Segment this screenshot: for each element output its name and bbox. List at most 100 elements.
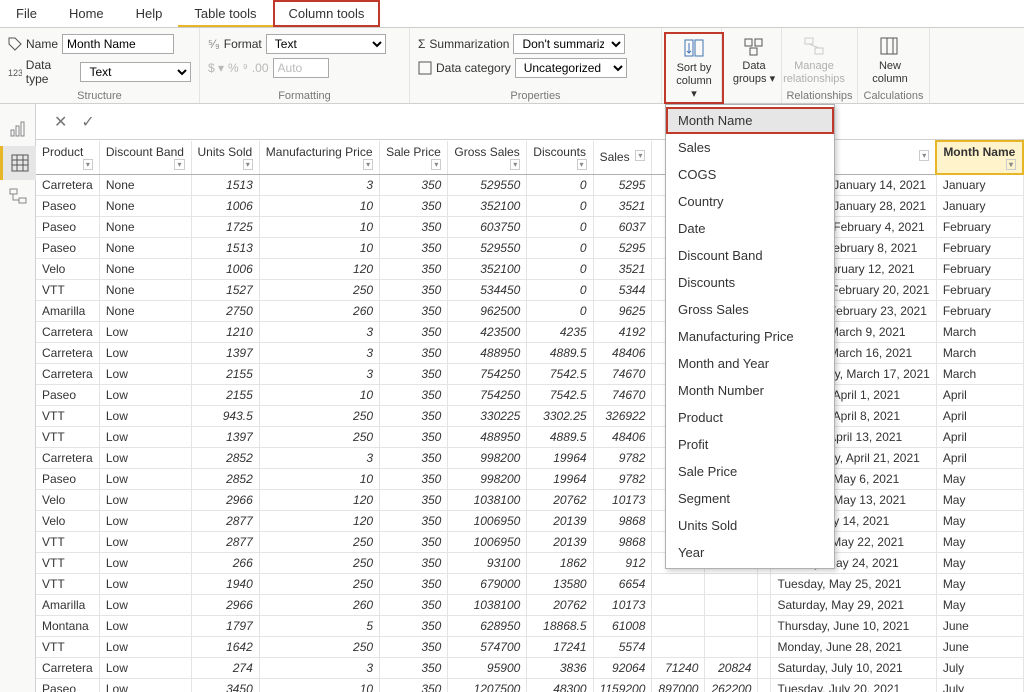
- sort-option-month-name[interactable]: Month Name: [666, 107, 834, 134]
- datatype-select[interactable]: Text: [80, 62, 191, 82]
- sum-label: Summarization: [429, 37, 509, 51]
- col-header[interactable]: Manufacturing Price▾: [259, 141, 379, 174]
- table-row[interactable]: AmarillaLow296626035010381002076210173Sa…: [36, 595, 1023, 616]
- table-row[interactable]: VTTLow266250350931001862912Monday, May 2…: [36, 553, 1023, 574]
- sort-option-date[interactable]: Date: [666, 215, 834, 242]
- table-row[interactable]: VTTLow28772503501006950201399868Saturday…: [36, 532, 1023, 553]
- cell: Low: [99, 658, 191, 679]
- col-header[interactable]: Discount Band▾: [99, 141, 191, 174]
- sort-option-gross-sales[interactable]: Gross Sales: [666, 296, 834, 323]
- cat-label: Data category: [436, 61, 511, 75]
- table-row[interactable]: VTTLow1642250350574700172415574Monday, J…: [36, 637, 1023, 658]
- comma-btn[interactable]: ⁹: [243, 61, 248, 75]
- sort-option-cogs[interactable]: COGS: [666, 161, 834, 188]
- sort-option-product[interactable]: Product: [666, 404, 834, 431]
- tab-column-tools[interactable]: Column tools: [273, 0, 381, 27]
- tab-file[interactable]: File: [0, 0, 53, 27]
- cell: 10: [259, 238, 379, 259]
- cell: Saturday, May 29, 2021: [771, 595, 936, 616]
- col-header[interactable]: Units Sold▾: [191, 141, 259, 174]
- cell: 9782: [593, 448, 652, 469]
- cell: 3: [259, 448, 379, 469]
- table-row[interactable]: AmarillaNone275026035096250009625Tuesday…: [36, 301, 1023, 322]
- cat-select[interactable]: Uncategorized: [515, 58, 627, 78]
- table-row[interactable]: PaseoLow285210350998200199649782Thursday…: [36, 469, 1023, 490]
- percent-btn[interactable]: %: [228, 61, 239, 75]
- table-row[interactable]: VTTLow13972503504889504889.548406Tuesday…: [36, 427, 1023, 448]
- table-row[interactable]: CarreteraLow2743350959003836920647124020…: [36, 658, 1023, 679]
- col-header[interactable]: Product▾: [36, 141, 99, 174]
- cancel-icon[interactable]: ✕: [54, 112, 67, 132]
- col-header[interactable]: Month Name▾: [936, 141, 1023, 174]
- cell: 74670: [593, 385, 652, 406]
- table-row[interactable]: VeloLow296612035010381002076210173Thursd…: [36, 490, 1023, 511]
- format-select[interactable]: Text: [266, 34, 386, 54]
- new-column-button[interactable]: Newcolumn: [860, 32, 920, 86]
- col-header[interactable]: Gross Sales▾: [448, 141, 527, 174]
- cell: February: [936, 259, 1023, 280]
- table-row[interactable]: MontanaLow1797535062895018868.561008Thur…: [36, 616, 1023, 637]
- sum-select[interactable]: Don't summarize: [513, 34, 625, 54]
- sort-option-month-number[interactable]: Month Number: [666, 377, 834, 404]
- model-view-icon[interactable]: [0, 180, 36, 214]
- cell: 17241: [527, 637, 593, 658]
- cell: [758, 595, 771, 616]
- cell: Amarilla: [36, 595, 99, 616]
- cell: 2155: [191, 364, 259, 385]
- name-input[interactable]: [62, 34, 174, 54]
- table-row[interactable]: CarreteraLow1210335042350042354192Tuesda…: [36, 322, 1023, 343]
- sort-option-profit[interactable]: Profit: [666, 431, 834, 458]
- col-header[interactable]: Discounts▾: [527, 141, 593, 174]
- cell: 350: [380, 490, 448, 511]
- table-row[interactable]: VeloNone100612035035210003521Friday, Feb…: [36, 259, 1023, 280]
- currency-btn[interactable]: $ ▾: [208, 61, 224, 75]
- table-row[interactable]: VTTLow1940250350679000135806654Tuesday, …: [36, 574, 1023, 595]
- tab-home[interactable]: Home: [53, 0, 120, 27]
- cell: Low: [99, 595, 191, 616]
- sort-option-sale-price[interactable]: Sale Price: [666, 458, 834, 485]
- tab-table-tools[interactable]: Table tools: [178, 0, 272, 27]
- manage-relationships-button[interactable]: Managerelationships: [784, 32, 844, 86]
- cell: Low: [99, 385, 191, 406]
- report-view-icon[interactable]: [0, 112, 36, 146]
- cell: 350: [380, 553, 448, 574]
- table-row[interactable]: PaseoNone17251035060375006037Thursday, F…: [36, 217, 1023, 238]
- table-row[interactable]: VeloLow28771203501006950201399868Friday,…: [36, 511, 1023, 532]
- sort-by-column-button[interactable]: Sort bycolumn ▾: [664, 32, 724, 104]
- table-row[interactable]: PaseoLow34501035012075004830011592008970…: [36, 679, 1023, 692]
- cell: April: [936, 427, 1023, 448]
- sort-option-year[interactable]: Year: [666, 539, 834, 566]
- sort-option-discounts[interactable]: Discounts: [666, 269, 834, 296]
- table-row[interactable]: CarreteraLow28523350998200199649782Wedne…: [36, 448, 1023, 469]
- col-header[interactable]: Sales▾: [593, 141, 652, 174]
- sort-option-discount-band[interactable]: Discount Band: [666, 242, 834, 269]
- table-row[interactable]: CarreteraLow215533507542507542.574670Wed…: [36, 364, 1023, 385]
- sort-option-manufacturing-price[interactable]: Manufacturing Price: [666, 323, 834, 350]
- table-row[interactable]: VTTNone152725035053445005344Saturday, Fe…: [36, 280, 1023, 301]
- sort-column-dropdown: Month NameSalesCOGSCountryDateDiscount B…: [665, 104, 835, 569]
- table-row[interactable]: PaseoLow2155103507542507542.574670Thursd…: [36, 385, 1023, 406]
- cell: May: [936, 490, 1023, 511]
- sort-option-segment[interactable]: Segment: [666, 485, 834, 512]
- table-row[interactable]: CarreteraNone1513335052955005295Thursday…: [36, 174, 1023, 196]
- auto-input[interactable]: [273, 58, 329, 78]
- sort-option-month-and-year[interactable]: Month and Year: [666, 350, 834, 377]
- sort-option-sales[interactable]: Sales: [666, 134, 834, 161]
- col-header[interactable]: Sale Price▾: [380, 141, 448, 174]
- table-row[interactable]: PaseoNone15131035052955005295Monday, Feb…: [36, 238, 1023, 259]
- sort-option-country[interactable]: Country: [666, 188, 834, 215]
- tab-help[interactable]: Help: [120, 0, 179, 27]
- cell: 0: [527, 196, 593, 217]
- commit-icon[interactable]: ✓: [81, 112, 94, 132]
- table-row[interactable]: PaseoNone10061035035210003521Thursday, J…: [36, 196, 1023, 217]
- decimal-btn[interactable]: .00: [252, 61, 269, 75]
- data-groups-button[interactable]: Datagroups ▾: [724, 32, 784, 86]
- table-row[interactable]: VTTLow943.52503503302253302.25326922Thur…: [36, 406, 1023, 427]
- cell: 350: [380, 406, 448, 427]
- group-structure: Name 123 Data type Text Structure: [0, 28, 200, 103]
- cell: 71240: [652, 658, 705, 679]
- data-view-icon[interactable]: [0, 146, 36, 180]
- table-row[interactable]: CarreteraLow139733504889504889.548406Tue…: [36, 343, 1023, 364]
- cell: VTT: [36, 427, 99, 448]
- sort-option-units-sold[interactable]: Units Sold: [666, 512, 834, 539]
